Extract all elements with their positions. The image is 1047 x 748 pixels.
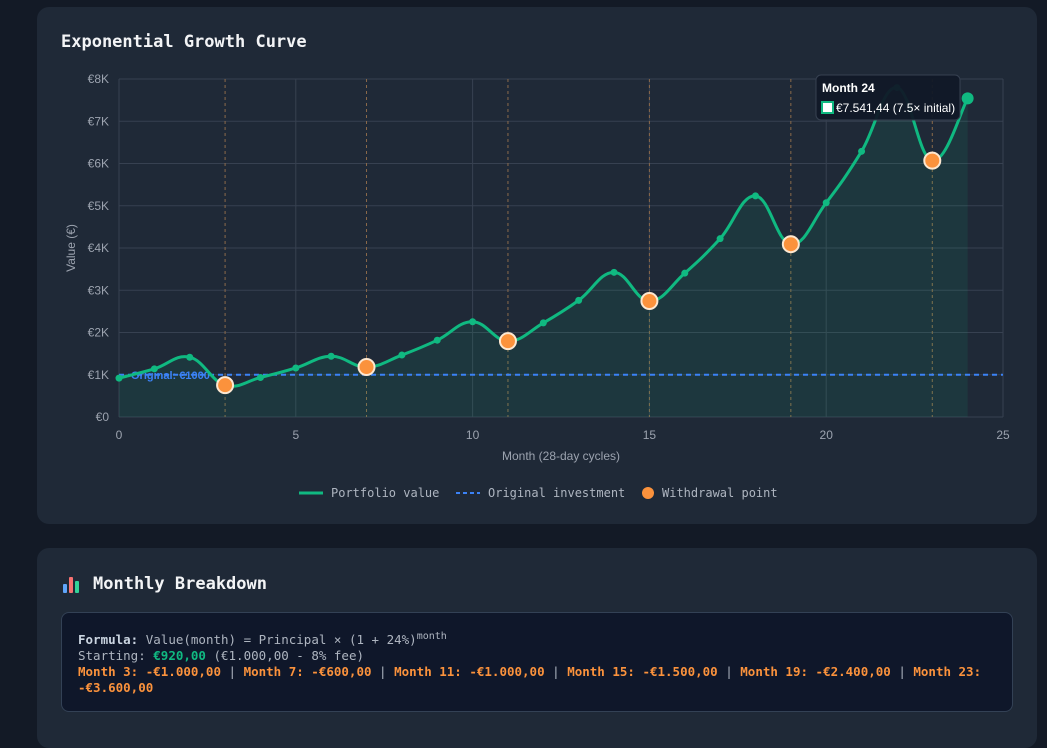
withdrawal-separator: | (890, 664, 914, 680)
formula-line: Formula: Value(month) = Principal × (1 +… (78, 629, 996, 648)
y-axis-label: Value (€) (64, 224, 78, 272)
breakdown-title: Monthly Breakdown (61, 574, 267, 594)
x-axis-label: Month (28-day cycles) (502, 449, 620, 463)
formula-exponent: month (416, 631, 447, 642)
y-tick-label: €3K (88, 283, 109, 297)
starting-label: Starting: (78, 648, 146, 664)
portfolio-point (398, 351, 406, 359)
withdrawal-point (781, 235, 800, 254)
original-investment-label: Original: €1000 (131, 370, 210, 382)
withdrawals-line: Month 3: -€1.000,00 | Month 7: -€600,00 … (78, 664, 996, 696)
portfolio-point (150, 365, 158, 373)
legend-label: Portfolio value (331, 486, 439, 500)
x-tick-label: 0 (116, 428, 123, 442)
legend-label: Original investment (488, 486, 625, 500)
portfolio-point (539, 319, 547, 327)
withdrawal-separator: | (371, 664, 395, 680)
y-tick-label: €2K (88, 326, 109, 340)
bar-chart-icon (61, 574, 81, 594)
portfolio-point (610, 268, 618, 276)
legend-swatch-withdrawal (642, 487, 654, 499)
withdrawal-separator: | (717, 664, 741, 680)
starting-note: (€1.000,00 - 8% fee) (213, 648, 364, 664)
formula-box: Formula: Value(month) = Principal × (1 +… (61, 612, 1013, 712)
x-tick-label: 25 (996, 428, 1010, 442)
withdrawal-separator: | (544, 664, 568, 680)
portfolio-point (716, 235, 724, 243)
withdrawal-separator: | (221, 664, 244, 680)
breakdown-card: Monthly Breakdown Formula: Value(month) … (37, 548, 1037, 748)
portfolio-point (186, 353, 194, 361)
portfolio-point (751, 192, 759, 200)
portfolio-point (433, 336, 441, 344)
tooltip-title: Month 24 (822, 81, 875, 95)
withdrawal-item: Month 3: -€1.000,00 (78, 664, 221, 680)
breakdown-title-text: Monthly Breakdown (93, 574, 267, 594)
x-tick-label: 10 (466, 428, 480, 442)
portfolio-point (822, 199, 830, 207)
portfolio-point (858, 147, 866, 155)
y-tick-label: €5K (88, 199, 109, 213)
formula-label: Formula: (78, 632, 139, 648)
growth-chart[interactable]: €0 €1K €2K €3K €4K €5K €6K €7K €8K 0 5 10 15 20 25 Mont… (37, 7, 1037, 524)
portfolio-point (961, 92, 974, 105)
portfolio-point (575, 296, 583, 304)
tooltip-text: €7.541,44 (7.5× initial) (836, 101, 955, 115)
tooltip-box (815, 74, 961, 121)
x-tick-label: 15 (643, 428, 657, 442)
chart-card: Exponential Growth Curve €0 €1K €2K €3K €4K €… (37, 7, 1037, 524)
y-tick-label: €8K (88, 72, 109, 86)
withdrawal-item: Month 15: -€1.500,00 (567, 664, 718, 680)
formula-text: Value(month) = Principal × (1 + 24%) (145, 632, 417, 648)
chart-title: Exponential Growth Curve (61, 32, 307, 52)
withdrawal-item: Month 23: -€3.600,00 (78, 664, 982, 696)
portfolio-point (115, 374, 123, 382)
portfolio-point (292, 364, 300, 372)
withdrawal-point (498, 332, 517, 351)
portfolio-point (327, 352, 335, 360)
tooltip-swatch (821, 101, 834, 114)
y-tick-label: €0 (96, 410, 110, 424)
withdrawal-item: Month 19: -€2.400,00 (740, 664, 891, 680)
x-tick-label: 5 (292, 428, 299, 442)
withdrawal-point (640, 292, 659, 311)
withdrawal-point (923, 151, 942, 170)
y-tick-label: €4K (88, 241, 109, 255)
starting-line: Starting: €920,00 (€1.000,00 - 8% fee) (78, 648, 996, 664)
y-tick-label: €7K (88, 114, 109, 128)
withdrawal-item: Month 7: -€600,00 (243, 664, 372, 680)
withdrawal-point (357, 358, 376, 377)
withdrawal-item: Month 11: -€1.000,00 (394, 664, 545, 680)
portfolio-area (119, 87, 968, 417)
withdrawal-point (216, 376, 235, 395)
portfolio-point (469, 318, 477, 326)
legend-label: Withdrawal point (662, 486, 778, 500)
x-tick-label: 20 (820, 428, 834, 442)
y-tick-label: €6K (88, 157, 109, 171)
portfolio-point (256, 373, 264, 381)
portfolio-point (681, 269, 689, 277)
y-tick-label: €1K (88, 368, 109, 382)
starting-value: €920,00 (153, 648, 206, 664)
